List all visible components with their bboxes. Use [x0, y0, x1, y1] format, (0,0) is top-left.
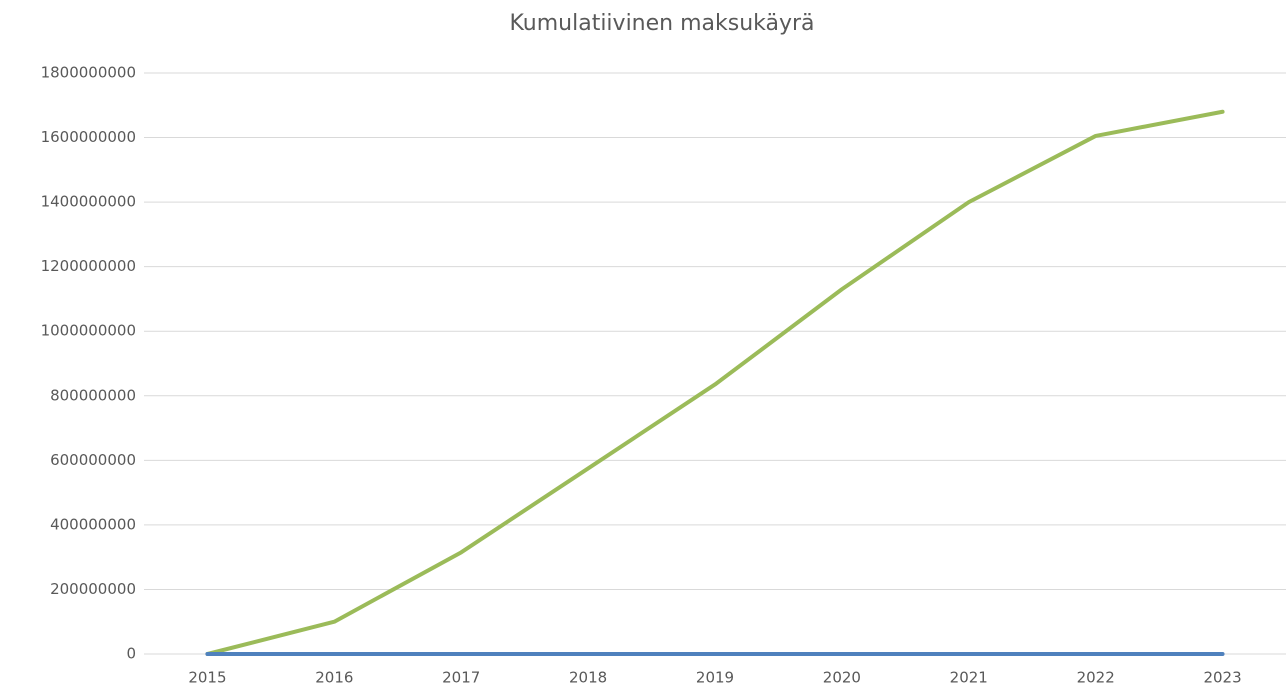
y-tick-label: 200000000	[50, 580, 136, 598]
x-tick-label: 2018	[569, 669, 607, 687]
y-tick-label: 800000000	[50, 386, 136, 404]
series-line	[205, 109, 1225, 656]
x-tick-label: 2017	[442, 669, 480, 687]
x-tick-label: 2015	[188, 669, 226, 687]
x-tick-label: 2021	[950, 669, 988, 687]
y-tick-label: 400000000	[50, 515, 136, 533]
x-tick-label: 2019	[696, 669, 734, 687]
y-tick-label: 0	[126, 645, 136, 663]
y-tick-label: 1000000000	[41, 322, 136, 340]
y-tick-label: 1200000000	[41, 257, 136, 275]
x-tick-label: 2023	[1203, 669, 1241, 687]
x-tick-label: 2020	[823, 669, 861, 687]
y-tick-label: 600000000	[50, 451, 136, 469]
y-tick-label: 1400000000	[41, 193, 136, 211]
y-tick-label: 1600000000	[41, 128, 136, 146]
chart-title: Kumulatiivinen maksukäyrä	[509, 11, 814, 36]
x-tick-label: 2016	[315, 669, 353, 687]
x-tick-label: 2022	[1077, 669, 1115, 687]
y-tick-label: 1800000000	[41, 64, 136, 82]
